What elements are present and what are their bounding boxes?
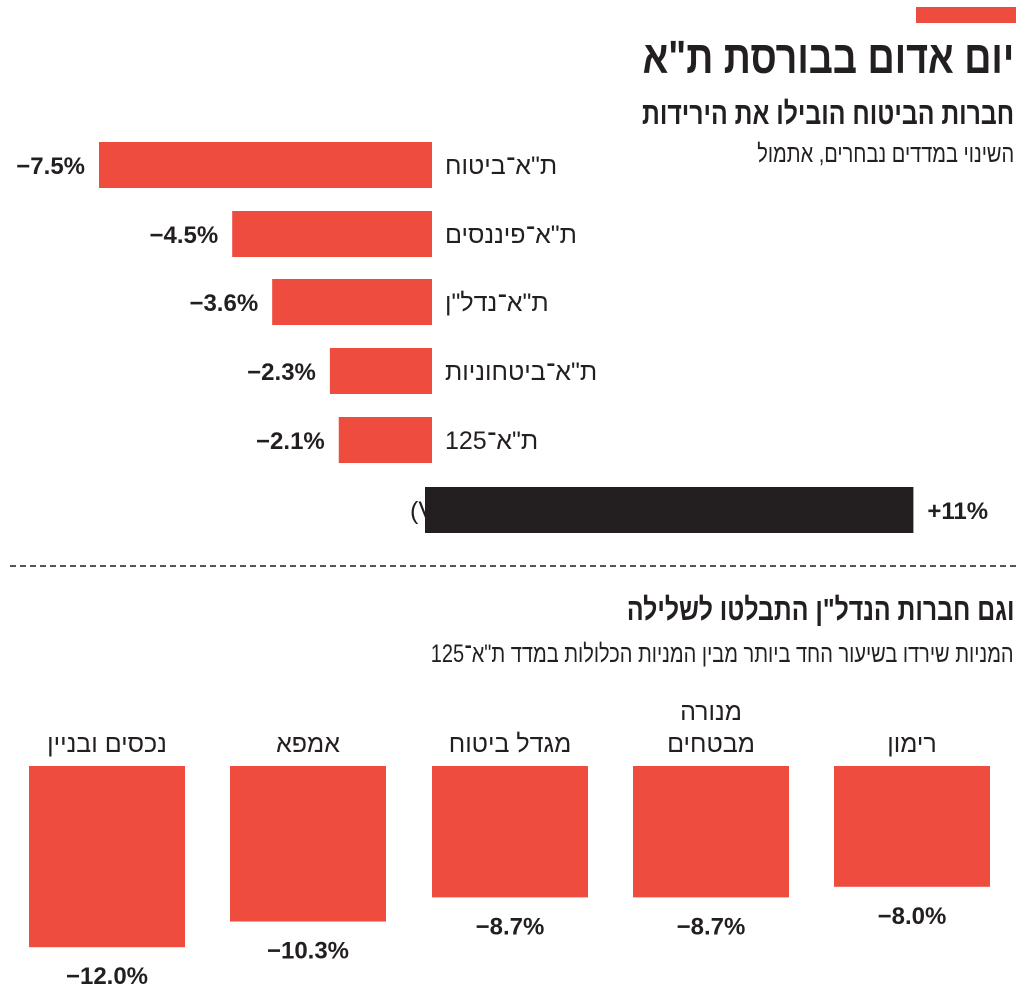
bar (329, 348, 432, 394)
category-label: ת"א־נדל"ן (445, 289, 549, 317)
value-label: −3.6% (189, 290, 258, 317)
bar (232, 211, 432, 257)
bar-highlight (425, 487, 914, 533)
category-label: אמפא (276, 730, 340, 758)
category-label: ת"א־ביטוח (445, 152, 557, 180)
bar (29, 766, 185, 948)
category-label: נכסים ובניין (47, 730, 167, 758)
bar (230, 766, 386, 922)
category-label: מבטחים (667, 730, 755, 758)
value-label: −2.1% (256, 428, 325, 455)
value-label: −8.7% (476, 913, 545, 940)
chart1-subtitle: השינוי במדדים נבחרים, אתמול (757, 140, 1014, 168)
chart1-title: חברות הביטוח הובילו את הירידות (641, 96, 1014, 131)
accent-bar (916, 7, 1016, 23)
value-label: −8.7% (677, 913, 746, 940)
chart2-subtitle: המניות שירדו בשיעור החד ביותר מבין המניו… (431, 640, 1014, 668)
bar (99, 142, 432, 188)
value-label: −4.5% (149, 222, 218, 249)
bar (272, 279, 432, 325)
category-label: ת"א־פיננסים (445, 221, 577, 249)
category-label: מנורה (680, 698, 742, 726)
bar (834, 766, 990, 887)
bar (432, 766, 588, 898)
page-title: יום אדום בבורסת ת"א (642, 31, 1014, 83)
bar (338, 417, 432, 463)
category-label: רימון (887, 730, 937, 758)
value-label: −12.0% (66, 963, 148, 990)
divider (10, 565, 1016, 567)
value-label: +11% (927, 498, 988, 525)
category-label: מגדל ביטוח (449, 730, 572, 758)
bar (633, 766, 789, 898)
category-label: ת"א־ביטחוניות (445, 358, 597, 386)
category-label: ת"א־125 (445, 427, 538, 455)
chart2-title: וגם חברות הנדל"ן התבלטו לשלילה (626, 592, 1014, 627)
value-label: −7.5% (16, 153, 85, 180)
value-label: −8.0% (878, 903, 947, 930)
category-label: מדד הפחד (VTA35) (410, 497, 621, 525)
value-label: −10.3% (267, 938, 349, 965)
value-label: −2.3% (247, 359, 316, 386)
